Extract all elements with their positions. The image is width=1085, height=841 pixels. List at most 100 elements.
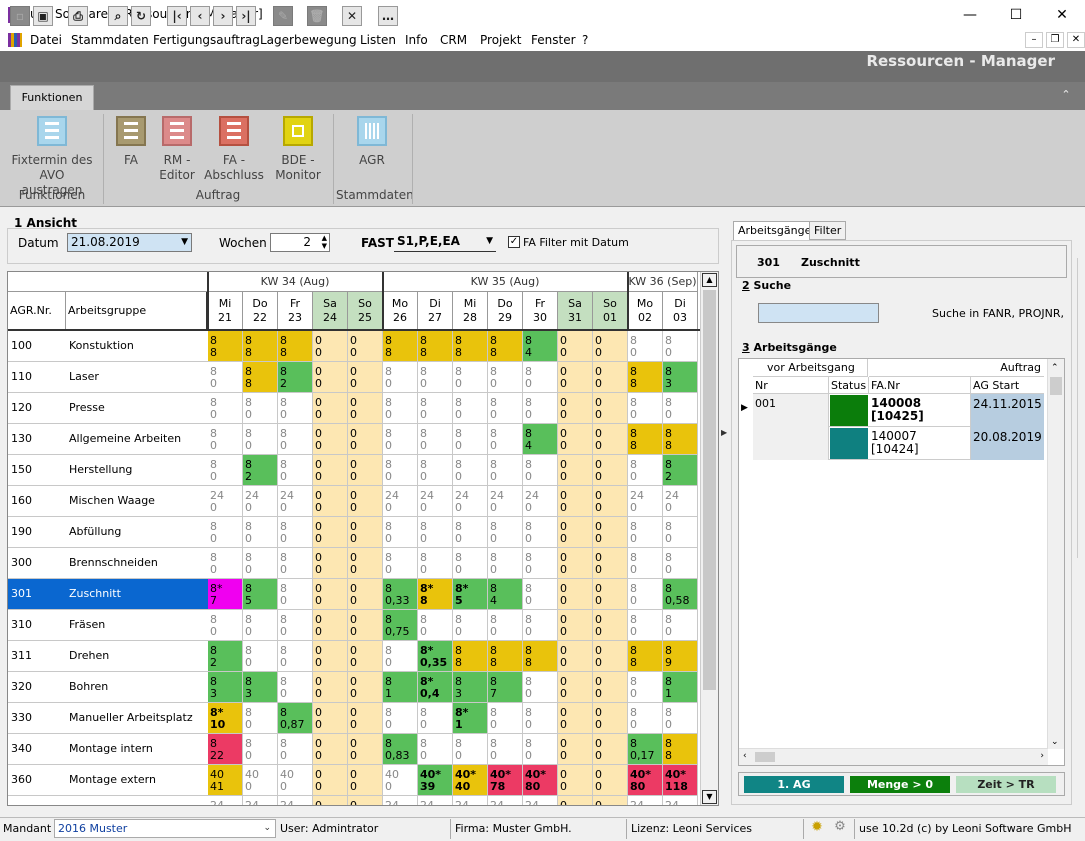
arbeitsgruppe-cell[interactable]: Allgemeine Arbeiten — [66, 424, 208, 455]
print-icon[interactable]: ⎙ — [68, 6, 88, 26]
agr-nr-cell[interactable]: 130 — [8, 424, 66, 455]
menu-crm[interactable]: CRM — [440, 33, 468, 47]
agr-nr-cell[interactable]: 311 — [8, 641, 66, 672]
table-row[interactable]: 001 140008 [10425] 24.11.2015 — [753, 394, 1044, 427]
capacity-cell[interactable]: 40 0 — [383, 765, 418, 796]
capacity-cell[interactable]: 24 — [453, 796, 488, 805]
capacity-cell[interactable]: 0 — [313, 796, 348, 805]
capacity-cell[interactable]: 8 0,17 — [628, 734, 663, 765]
agr-nr-cell[interactable]: 190 — [8, 517, 66, 548]
scroll-thumb[interactable] — [755, 752, 775, 762]
agr-nr-cell[interactable]: 360 — [8, 765, 66, 796]
arbeitsgruppe-cell[interactable]: Herstellung — [66, 455, 208, 486]
arbeitsgruppe-cell[interactable]: Manueller Arbeitsplatz — [66, 703, 208, 734]
sun-icon[interactable]: ✹ — [811, 819, 823, 835]
agr-nr-cell[interactable]: 340 — [8, 734, 66, 765]
wochen-stepper[interactable]: 2 ▲ ▼ — [270, 233, 330, 252]
ag-vscrollbar[interactable]: ⌃ ⌄ — [1047, 359, 1064, 749]
prev-icon[interactable]: ‹ — [190, 6, 210, 26]
agr-nr-cell[interactable]: 320 — [8, 672, 66, 703]
capacity-cell[interactable]: 8 0,33 — [383, 579, 418, 610]
scroll-down-icon[interactable]: ▼ — [702, 790, 717, 804]
capacity-cell[interactable]: 24 0 — [628, 486, 663, 517]
capacity-cell[interactable]: 24 — [278, 796, 313, 805]
arbeitsgruppe-cell[interactable]: Presse — [66, 393, 208, 424]
capacity-cell[interactable]: 24 0 — [278, 486, 313, 517]
capacity-cell[interactable]: 40* 78 — [488, 765, 523, 796]
capacity-cell[interactable]: 8 0,83 — [383, 734, 418, 765]
capacity-cell[interactable]: 0 — [348, 796, 383, 805]
menu-info[interactable]: Info — [405, 33, 428, 47]
capacity-cell[interactable]: 8* 7 — [208, 579, 243, 610]
agr-nr-cell[interactable]: 110 — [8, 362, 66, 393]
menu-stammdaten[interactable]: Stammdaten — [71, 33, 149, 47]
capacity-cell[interactable]: 8* 10 — [208, 703, 243, 734]
capacity-cell[interactable]: 24 — [383, 796, 418, 805]
capacity-cell[interactable]: 40* 40 — [453, 765, 488, 796]
capacity-cell[interactable]: 24 — [488, 796, 523, 805]
agr-nr-cell[interactable]: 150 — [8, 455, 66, 486]
bde-monitor-button[interactable]: BDE - Monitor — [270, 116, 326, 183]
arbeitsgruppe-cell[interactable]: Mischen Waage — [66, 486, 208, 517]
capacity-cell[interactable]: 8 0,87 — [278, 703, 313, 734]
